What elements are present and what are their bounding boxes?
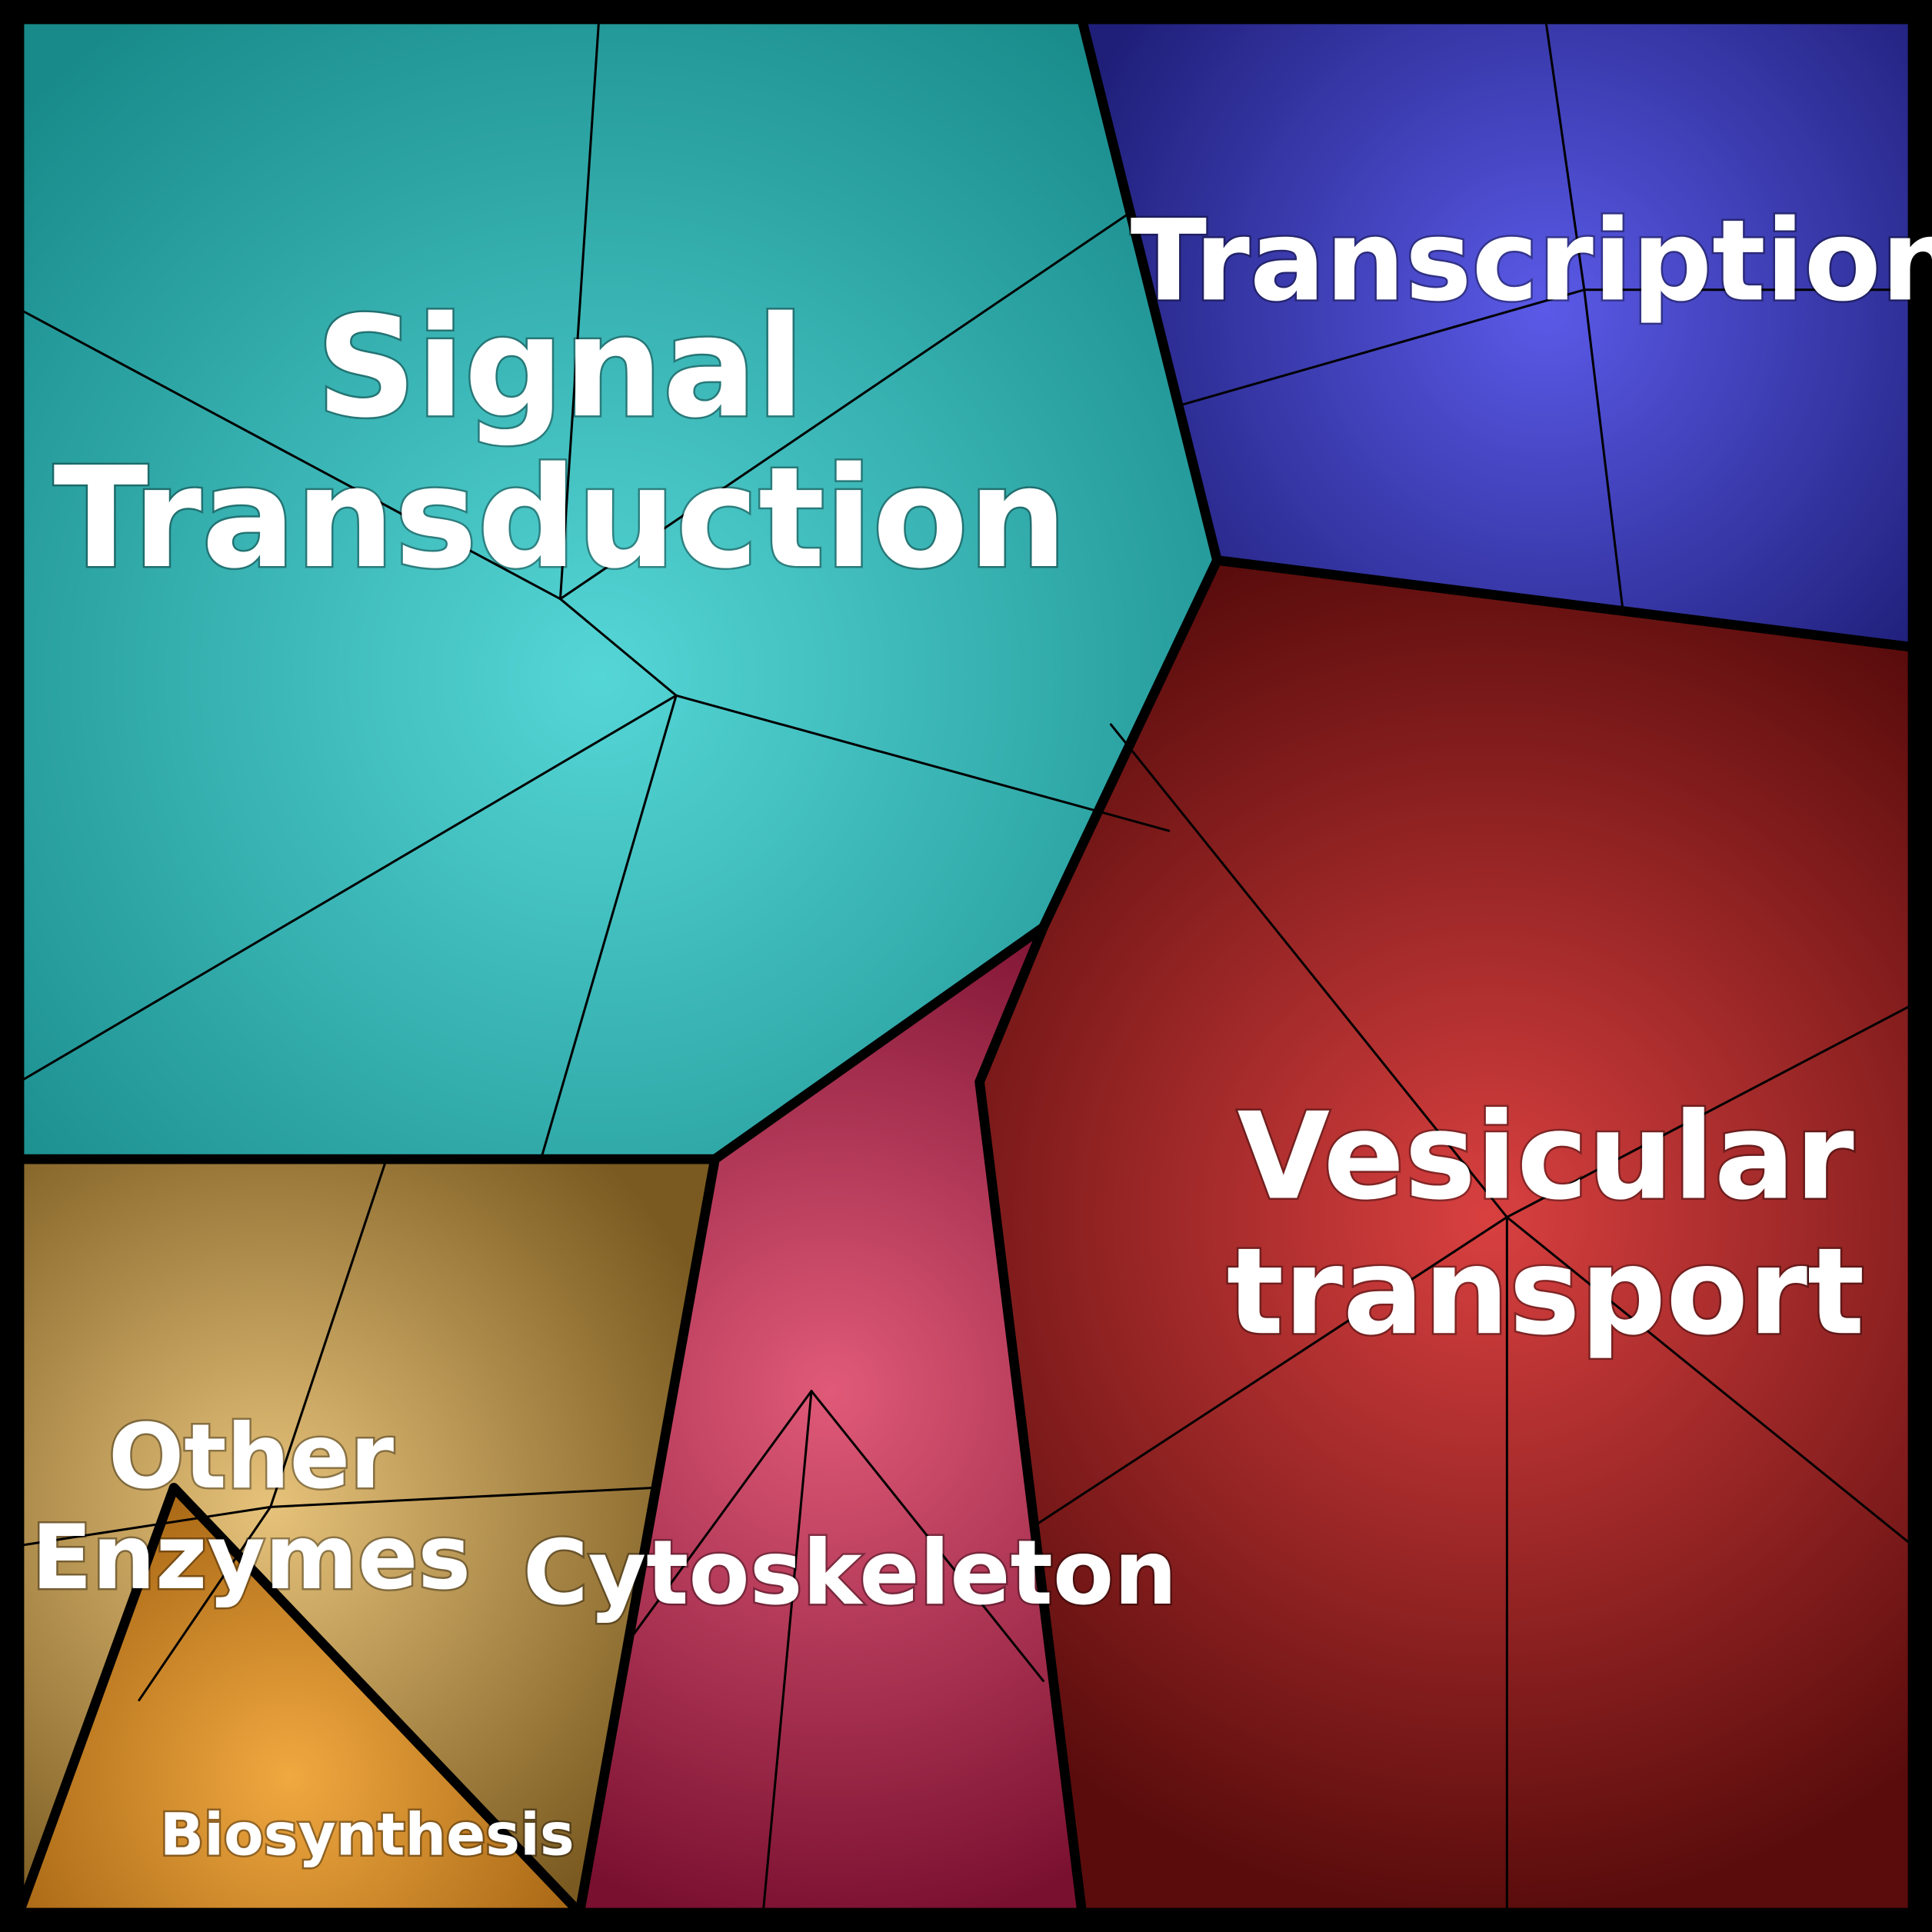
label-biosynthesis: Biosynthesis — [160, 1801, 575, 1869]
label-line: Enzymes — [32, 1507, 471, 1610]
label-line: Cytoskeleton — [523, 1522, 1177, 1625]
label-line: Transcription — [1131, 196, 1932, 326]
label-line: Biosynthesis — [160, 1801, 575, 1869]
label-transcription: Transcription — [1131, 196, 1932, 326]
label-line: transport — [1227, 1221, 1865, 1361]
label-line: Transduction — [53, 437, 1067, 599]
voronoi-treemap: SignalTransduction Transcription Vesicular… — [0, 0, 1932, 1932]
label-line: Other — [108, 1406, 394, 1509]
label-line: Signal — [316, 286, 804, 448]
label-vesicular_transport: Vesiculartransport — [1227, 1086, 1865, 1361]
label-cytoskeleton: Cytoskeleton — [523, 1522, 1177, 1625]
label-line: Vesicular — [1237, 1086, 1854, 1226]
